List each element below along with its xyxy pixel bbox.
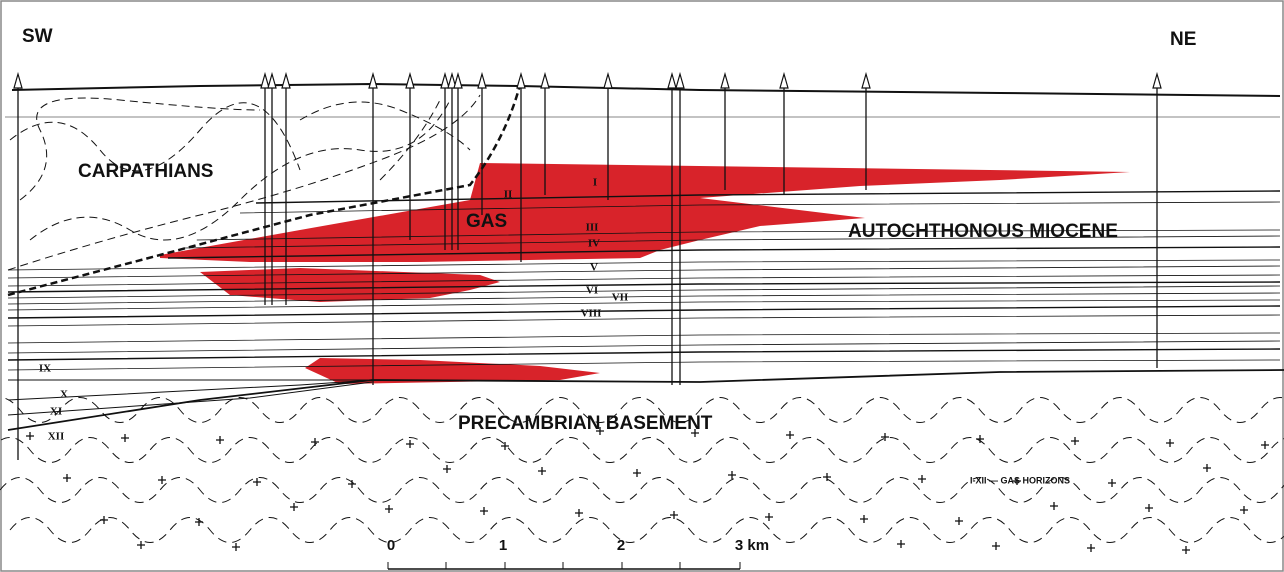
horizon-label: VII	[612, 292, 629, 304]
scale-label: 0	[387, 537, 395, 554]
direction-label: NE	[1170, 29, 1196, 50]
unit-label: GAS	[466, 211, 507, 232]
horizon-label: II	[504, 189, 513, 201]
direction-label: SW	[22, 26, 53, 47]
scale-label: 2	[617, 537, 625, 554]
scale-label: 3 km	[735, 537, 769, 554]
horizon-label: IX	[39, 363, 51, 375]
cross-section: SW NE CARPATHIANS GAS AUTOCHTHONOUS MIOC…	[0, 0, 1284, 572]
unit-label: CARPATHIANS	[78, 161, 213, 182]
horizon-label: VIII	[581, 308, 602, 320]
horizon-label: XII	[48, 431, 65, 443]
horizon-label: VI	[586, 285, 598, 297]
horizon-label: IV	[588, 238, 600, 250]
horizon-label: XI	[50, 406, 62, 418]
horizon-label: X	[60, 389, 68, 401]
unit-label: AUTOCHTHONOUS MIOCENE	[848, 221, 1118, 242]
unit-label: PRECAMBRIAN BASEMENT	[458, 413, 713, 434]
horizon-label: V	[590, 262, 598, 274]
horizon-label: I	[593, 177, 597, 189]
horizon-label: III	[586, 222, 599, 234]
legend-text: I-XII — GAS HORIZONS	[970, 475, 1070, 485]
scale-label: 1	[499, 537, 507, 554]
